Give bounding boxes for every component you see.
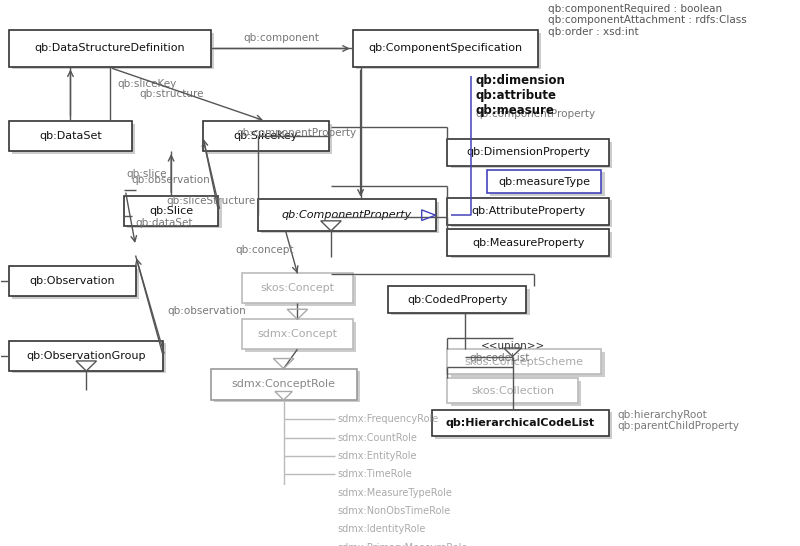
Text: qb:component: qb:component <box>244 33 319 43</box>
FancyBboxPatch shape <box>13 33 214 69</box>
Text: qb:codeList: qb:codeList <box>469 353 530 363</box>
FancyBboxPatch shape <box>450 200 613 227</box>
FancyBboxPatch shape <box>450 352 605 377</box>
Text: skos:Collection: skos:Collection <box>471 386 554 396</box>
Text: sdmx:ConceptRole: sdmx:ConceptRole <box>232 379 336 389</box>
FancyBboxPatch shape <box>13 269 138 299</box>
FancyBboxPatch shape <box>432 410 610 436</box>
FancyBboxPatch shape <box>242 274 353 304</box>
FancyBboxPatch shape <box>261 202 438 233</box>
Text: qb:ObservationGroup: qb:ObservationGroup <box>26 351 146 361</box>
Text: qb:SliceKey: qb:SliceKey <box>234 131 298 141</box>
Text: sdmx:NonObsTimeRole: sdmx:NonObsTimeRole <box>338 506 450 516</box>
FancyBboxPatch shape <box>490 173 605 195</box>
FancyBboxPatch shape <box>434 412 613 438</box>
FancyBboxPatch shape <box>487 170 602 193</box>
FancyBboxPatch shape <box>10 266 135 296</box>
Text: qb:DataSet: qb:DataSet <box>39 131 102 141</box>
FancyBboxPatch shape <box>206 123 332 153</box>
FancyBboxPatch shape <box>13 343 166 373</box>
Text: qb:slice: qb:slice <box>126 169 167 179</box>
FancyBboxPatch shape <box>447 139 610 165</box>
FancyBboxPatch shape <box>353 31 538 67</box>
FancyBboxPatch shape <box>202 121 329 151</box>
FancyBboxPatch shape <box>127 199 222 228</box>
Text: sdmx:MeasureTypeRole: sdmx:MeasureTypeRole <box>338 488 452 498</box>
FancyBboxPatch shape <box>10 121 132 151</box>
FancyBboxPatch shape <box>388 287 526 313</box>
FancyBboxPatch shape <box>10 31 210 67</box>
Text: qb:CodedProperty: qb:CodedProperty <box>407 295 507 305</box>
FancyBboxPatch shape <box>447 378 578 403</box>
Text: qb:AttributeProperty: qb:AttributeProperty <box>471 206 586 216</box>
Text: qb:ComponentProperty: qb:ComponentProperty <box>282 210 412 220</box>
FancyBboxPatch shape <box>246 322 356 352</box>
FancyBboxPatch shape <box>13 123 135 153</box>
Text: sdmx:IdentityRole: sdmx:IdentityRole <box>338 525 426 535</box>
Text: sdmx:FrequencyRole: sdmx:FrequencyRole <box>338 414 438 424</box>
FancyBboxPatch shape <box>447 349 602 375</box>
Text: skos:Concept: skos:Concept <box>261 283 334 293</box>
FancyBboxPatch shape <box>450 381 581 406</box>
Text: qb:measureType: qb:measureType <box>498 176 590 187</box>
FancyBboxPatch shape <box>356 33 542 69</box>
FancyBboxPatch shape <box>450 232 613 258</box>
Text: qb:structure: qb:structure <box>139 89 204 99</box>
Text: qb:sliceStructure: qb:sliceStructure <box>166 196 255 206</box>
Text: skos:ConceptScheme: skos:ConceptScheme <box>465 357 584 367</box>
Text: qb:componentProperty: qb:componentProperty <box>237 128 357 138</box>
Text: qb:sliceKey: qb:sliceKey <box>118 79 177 89</box>
FancyBboxPatch shape <box>246 276 356 306</box>
Text: qb:observation: qb:observation <box>132 175 210 186</box>
FancyBboxPatch shape <box>242 319 353 349</box>
Text: qb:MeasureProperty: qb:MeasureProperty <box>472 238 585 248</box>
Text: qb:DimensionProperty: qb:DimensionProperty <box>466 147 590 157</box>
FancyBboxPatch shape <box>447 229 610 256</box>
Text: sdmx:Concept: sdmx:Concept <box>258 329 338 339</box>
Text: qb:Observation: qb:Observation <box>30 276 115 286</box>
FancyBboxPatch shape <box>447 198 610 224</box>
FancyBboxPatch shape <box>258 199 435 231</box>
Text: sdmx:PrimaryMeasureRole: sdmx:PrimaryMeasureRole <box>338 543 468 546</box>
Text: sdmx:CountRole: sdmx:CountRole <box>338 432 417 443</box>
Text: qb:DataStructureDefinition: qb:DataStructureDefinition <box>34 44 186 54</box>
FancyBboxPatch shape <box>391 289 530 316</box>
Text: qb:HierarchicalCodeList: qb:HierarchicalCodeList <box>446 418 595 428</box>
FancyBboxPatch shape <box>214 371 360 402</box>
FancyBboxPatch shape <box>124 196 218 226</box>
Text: qb:hierarchyRoot
qb:parentChildProperty: qb:hierarchyRoot qb:parentChildProperty <box>617 410 739 431</box>
Text: <<union>>: <<union>> <box>481 341 545 351</box>
FancyBboxPatch shape <box>10 341 163 371</box>
Text: qb:Slice: qb:Slice <box>149 206 193 216</box>
Text: qb:concept: qb:concept <box>235 245 294 255</box>
Text: sdmx:TimeRole: sdmx:TimeRole <box>338 470 412 479</box>
Text: qb:dataSet: qb:dataSet <box>135 218 193 228</box>
FancyBboxPatch shape <box>450 141 613 168</box>
FancyBboxPatch shape <box>210 369 357 400</box>
Text: qb:componentProperty: qb:componentProperty <box>475 109 595 118</box>
Text: qb:dimension
qb:attribute
qb:measure: qb:dimension qb:attribute qb:measure <box>475 74 565 117</box>
Text: qb:observation: qb:observation <box>167 306 246 316</box>
Text: sdmx:EntityRole: sdmx:EntityRole <box>338 451 417 461</box>
Text: qb:componentRequired : boolean
qb:componentAttachment : rdfs:Class
qb:order : xs: qb:componentRequired : boolean qb:compon… <box>548 4 746 37</box>
Text: qb:ComponentSpecification: qb:ComponentSpecification <box>368 44 522 54</box>
